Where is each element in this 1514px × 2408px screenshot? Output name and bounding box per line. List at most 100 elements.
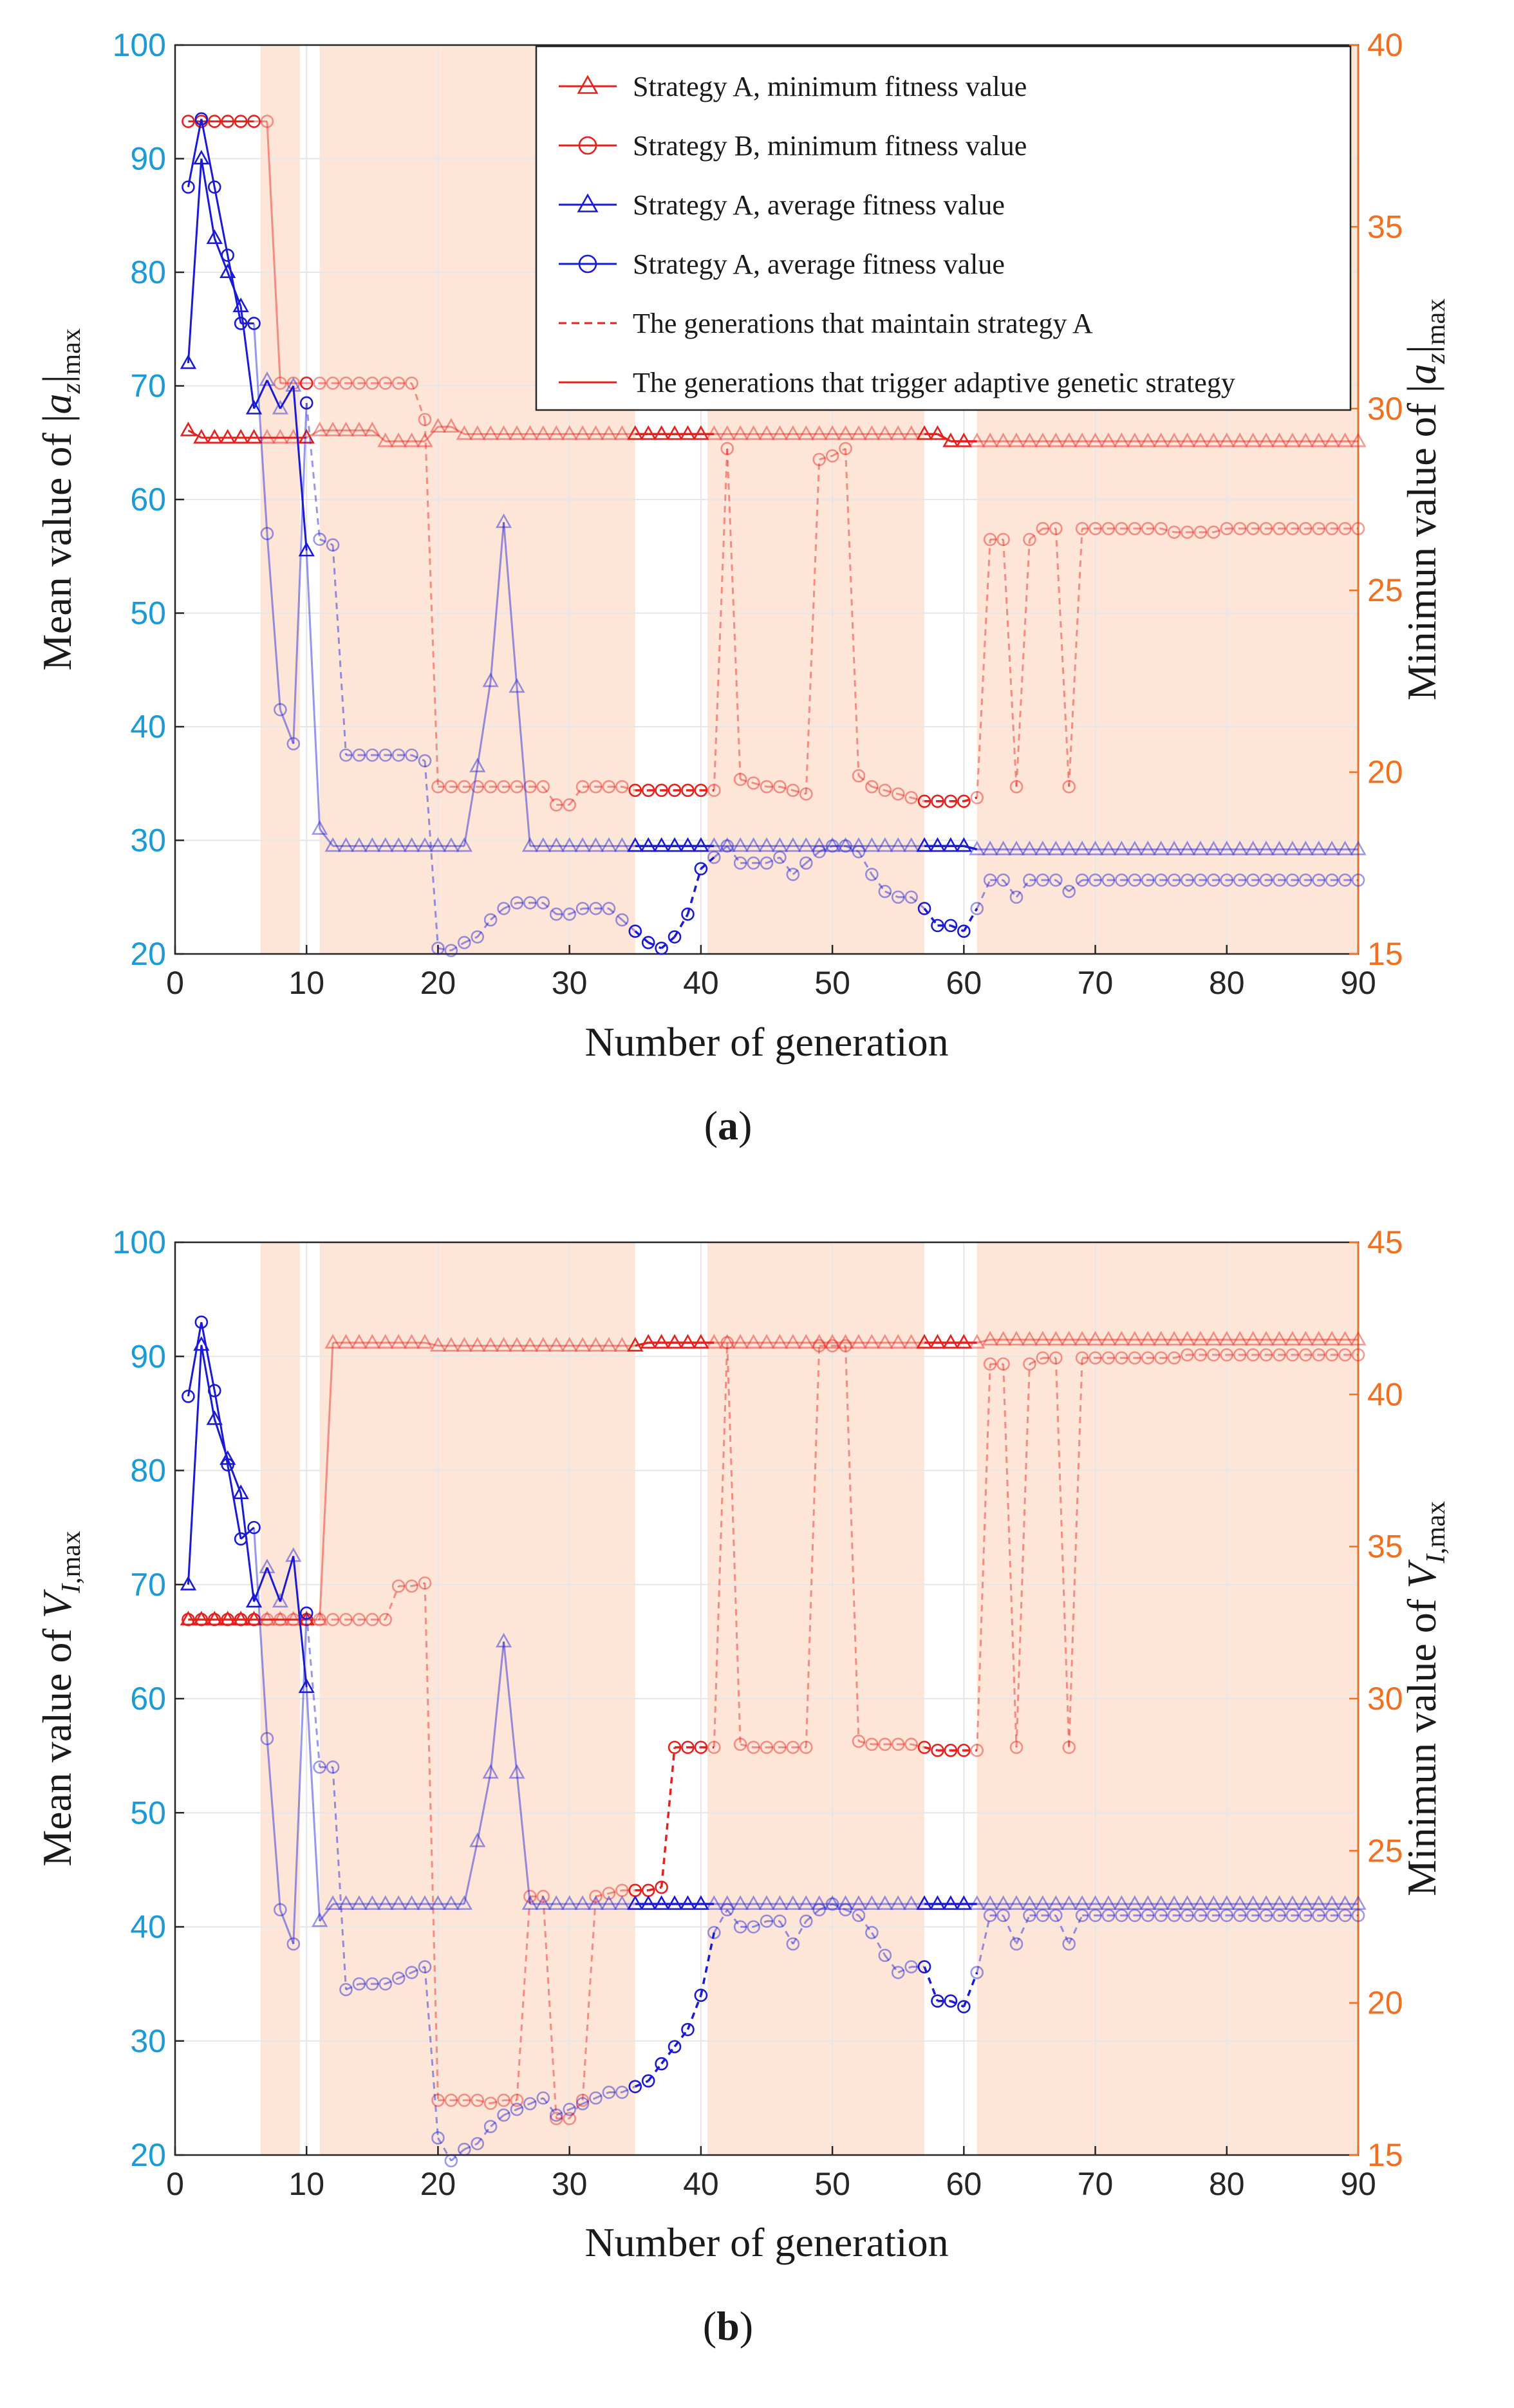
triangle-marker	[995, 1330, 1012, 1346]
circle-marker	[352, 1612, 366, 1627]
series-segment	[476, 1772, 492, 1842]
circle-marker	[799, 787, 813, 801]
circle-marker	[1036, 873, 1050, 887]
triangle-marker	[613, 1895, 631, 1910]
triangle-marker	[429, 1895, 447, 1910]
circle-marker	[1141, 873, 1155, 887]
triangle-marker	[995, 840, 1012, 855]
x-tick-label: 60	[946, 2166, 982, 2202]
series-segment	[884, 1954, 899, 1974]
left-y-tick-label: 70	[130, 1567, 166, 1603]
triangle-marker	[390, 1895, 407, 1910]
series-segment	[1068, 528, 1083, 787]
triangle-marker	[745, 1334, 762, 1349]
series-segment	[1015, 1364, 1031, 1748]
triangle-marker	[1153, 1895, 1170, 1910]
triangle-marker	[1271, 432, 1288, 447]
circle-marker	[1049, 873, 1063, 887]
triangle-marker	[1034, 1330, 1051, 1346]
series-segment	[805, 851, 820, 864]
series-segment	[621, 919, 636, 932]
circle-marker	[733, 1920, 747, 1934]
series-segment	[726, 1342, 742, 1744]
series-segment	[752, 1920, 767, 1928]
triangle-marker	[364, 1895, 380, 1910]
triangle-marker	[1126, 432, 1143, 447]
series-segment	[503, 522, 518, 687]
circle-marker	[773, 1914, 787, 1928]
circle-marker	[1193, 1909, 1208, 1923]
circle-marker	[799, 856, 813, 870]
series-segment	[253, 323, 268, 534]
triangle-marker	[1074, 1895, 1090, 1910]
triangle-marker	[180, 1610, 197, 1626]
circle-marker	[339, 376, 353, 390]
series-segment	[516, 687, 531, 846]
blue-circle-series	[182, 1315, 1365, 2168]
triangle-marker	[1350, 1330, 1367, 1346]
triangle-marker	[1113, 840, 1130, 855]
triangle-marker	[758, 837, 775, 852]
circle-marker	[891, 787, 905, 801]
series-segment	[897, 1966, 912, 1974]
triangle-marker	[1192, 1330, 1209, 1346]
triangle-marker	[232, 429, 249, 443]
circle-marker	[707, 1926, 721, 1939]
circle-marker	[1128, 1909, 1142, 1923]
series-segment	[976, 1915, 991, 1973]
circle-marker	[1312, 1348, 1326, 1362]
triangle-marker	[403, 432, 420, 447]
triangle-marker	[666, 837, 683, 852]
series-segment	[424, 426, 439, 442]
series-segment	[819, 454, 833, 461]
circle-marker	[1023, 1357, 1036, 1371]
circle-marker	[510, 2093, 524, 2107]
circle-marker	[1075, 1351, 1089, 1365]
circle-marker	[970, 790, 984, 805]
triangle-marker	[863, 425, 881, 440]
series-segment	[213, 187, 229, 256]
circle-marker	[944, 919, 958, 933]
circle-marker	[865, 1737, 879, 1751]
triangle-marker	[429, 1337, 447, 1352]
triangle-marker	[298, 1678, 315, 1694]
triangle-marker	[877, 1895, 893, 1910]
circle-marker	[549, 2111, 563, 2125]
triangle-marker	[245, 1592, 263, 1608]
circle-marker	[1101, 873, 1116, 887]
circle-marker	[852, 769, 866, 783]
circle-marker	[510, 2102, 524, 2116]
series-segment	[962, 908, 978, 932]
triangle-marker	[1311, 1330, 1327, 1346]
series-segment	[753, 782, 767, 788]
triangle-marker	[1166, 1895, 1182, 1910]
circle-marker	[182, 115, 195, 128]
circle-marker	[1220, 873, 1234, 887]
triangle-marker	[1047, 432, 1064, 447]
triangle-marker	[285, 1547, 302, 1562]
circle-marker	[944, 1744, 958, 1757]
triangle-marker	[1074, 840, 1090, 855]
series-segment	[766, 856, 781, 864]
series-segment	[1002, 1915, 1018, 1945]
series-segment	[923, 908, 939, 926]
circle-marker	[260, 527, 274, 541]
circle-marker	[970, 1966, 984, 1979]
triangle-marker	[1219, 432, 1235, 447]
triangle-marker	[311, 1610, 328, 1626]
circle-marker	[878, 783, 892, 798]
triangle-marker	[429, 837, 447, 852]
right-y-tick-label: 20	[1367, 754, 1403, 790]
circle-marker	[1325, 1909, 1339, 1923]
panel-a: 0 10 20 30 40 50 60 70 80 90 20 30 40 50 60 70 80 90 100 15…	[34, 27, 1451, 1148]
series-segment	[621, 2086, 636, 2093]
circle-marker	[760, 1741, 774, 1754]
triangle-marker	[771, 1334, 789, 1349]
circle-marker	[286, 1937, 301, 1951]
series-segment	[200, 1345, 216, 1419]
red-triangle-series	[180, 1330, 1367, 1626]
circle-marker	[944, 1994, 958, 2008]
series-segment	[438, 947, 452, 952]
triangle-marker	[561, 837, 578, 852]
series-segment	[1054, 1358, 1070, 1748]
